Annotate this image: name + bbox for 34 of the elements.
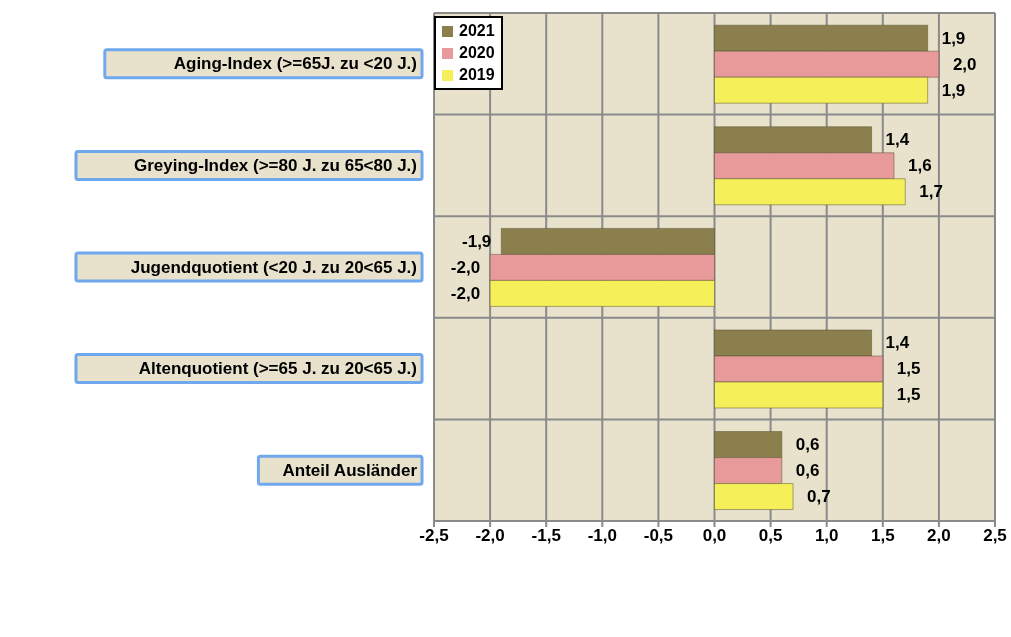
data-label: 1,9 [941, 28, 966, 48]
data-label: 1,9 [941, 80, 966, 100]
data-label: 1,5 [896, 359, 921, 379]
x-tick-label: 2,0 [927, 526, 951, 546]
y-tick-label: Jugendquotient (<20 J. zu 20<65 J.) [130, 257, 417, 277]
data-label: -2,0 [450, 283, 481, 303]
data-label: 1,6 [908, 156, 932, 176]
x-tick-label: 0,0 [702, 526, 727, 546]
y-tick-label: Altenquotient (>=65 J. zu 20<65 J.) [138, 359, 417, 379]
data-label: 1,4 [885, 130, 910, 150]
x-tick-label: 1,5 [870, 526, 895, 546]
x-tick-label: -2,5 [419, 526, 449, 546]
y-tick-label: Aging-Index (>=65J. zu <20 J.) [173, 54, 417, 74]
data-label: 1,5 [896, 385, 921, 405]
x-tick-label: -0,5 [643, 526, 674, 546]
x-tick-label: 0,5 [758, 526, 783, 546]
legend-label: 2019 [458, 65, 495, 85]
legend-label: 2021 [458, 21, 495, 41]
data-label: 2,0 [952, 54, 977, 74]
data-label: 0,7 [807, 487, 831, 507]
y-tick-label: Greying-Index (>=80 J. zu 65<80 J.) [134, 155, 417, 175]
data-label: 0,6 [795, 435, 820, 455]
x-tick-label: 2,5 [983, 526, 1007, 546]
x-tick-label: -1,5 [531, 526, 561, 546]
x-tick-label: -2,0 [475, 526, 505, 546]
data-label: 0,6 [795, 461, 820, 481]
data-label: -1,9 [462, 231, 492, 251]
data-label: -2,0 [450, 257, 481, 277]
x-tick-label: 1,0 [814, 526, 839, 546]
y-tick-label: Anteil Ausländer [282, 460, 418, 480]
legend-label: 2020 [458, 43, 495, 63]
data-label: 1,7 [919, 182, 943, 202]
x-tick-label: -1,0 [587, 526, 617, 546]
data-label: 1,4 [885, 333, 910, 353]
